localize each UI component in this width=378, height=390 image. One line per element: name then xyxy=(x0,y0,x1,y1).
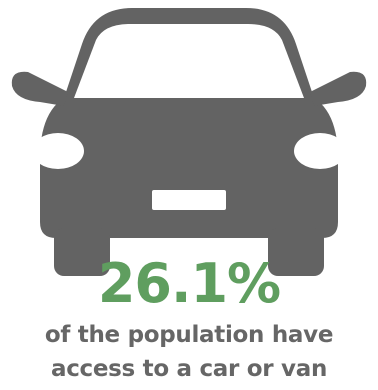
car-icon xyxy=(11,8,367,276)
stat-caption: of the population have access to a car o… xyxy=(0,318,378,386)
caption-line-1: of the population have xyxy=(44,322,334,348)
caption-line-2: access to a car or van xyxy=(50,356,328,382)
stat-value: 26.1% xyxy=(97,252,281,315)
